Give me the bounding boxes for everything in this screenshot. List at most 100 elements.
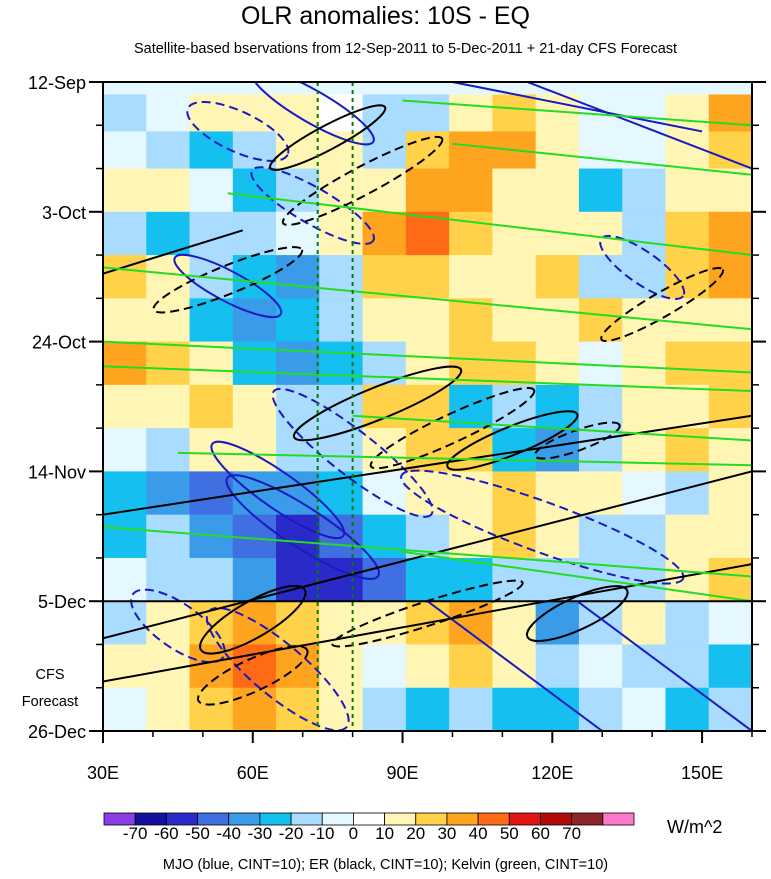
heat-cell	[276, 298, 320, 343]
heat-cell	[492, 687, 537, 731]
contour-footnote: MJO (blue, CINT=10); ER (black, CINT=10)…	[162, 857, 609, 873]
heat-cell	[665, 514, 710, 559]
heat-cell	[578, 428, 623, 472]
kelvin-contour	[452, 142, 752, 176]
heat-cell	[146, 298, 191, 343]
kelvin-contour	[103, 365, 752, 393]
colorbar-label: 60	[531, 824, 550, 843]
heat-cell	[492, 255, 537, 299]
heat-cell	[578, 168, 623, 213]
heat-cell	[492, 341, 537, 386]
heat-cell	[232, 131, 277, 170]
heat-cell	[362, 687, 407, 731]
heat-cell	[708, 687, 752, 731]
er-contour	[103, 414, 752, 516]
heat-cell	[103, 168, 147, 213]
mjo-contour	[130, 588, 226, 664]
x-tick-label: 150E	[681, 763, 723, 783]
heat-cell	[146, 428, 191, 472]
heat-cell	[232, 255, 277, 299]
er-contour	[525, 585, 629, 642]
heat-cell	[665, 601, 710, 645]
heat-cell	[622, 384, 666, 429]
plot-frame	[102, 81, 753, 732]
heat-cell	[103, 211, 147, 256]
heat-cell	[578, 687, 623, 731]
colorbar-label: 40	[469, 824, 488, 843]
x-tick-label: 120E	[531, 763, 573, 783]
heat-cell	[276, 384, 320, 429]
heat-cell	[622, 471, 666, 516]
heat-cell	[708, 471, 752, 516]
heat-cell	[189, 298, 234, 343]
heat-cell	[708, 644, 752, 689]
heat-cell	[232, 168, 277, 213]
colorbar-label: 30	[437, 824, 456, 843]
heat-cell	[276, 168, 320, 213]
mjo-contour	[271, 387, 434, 518]
er-contour	[199, 584, 307, 655]
heat-cell	[622, 168, 666, 213]
kelvin-contour	[352, 414, 752, 442]
heat-cell	[189, 211, 234, 256]
heat-cell	[578, 131, 623, 170]
mjo-contour	[526, 82, 752, 170]
heat-cell	[189, 687, 234, 731]
heat-cell	[103, 428, 147, 472]
heat-cell	[146, 94, 191, 132]
heat-cell	[189, 601, 234, 645]
heat-cell	[492, 168, 537, 213]
kelvin-contour	[103, 526, 752, 578]
heat-cell	[449, 644, 493, 689]
heat-cell	[405, 298, 450, 343]
heat-cell	[232, 601, 277, 645]
heat-cell	[665, 384, 710, 429]
heat-cell	[189, 168, 234, 213]
heat-cell	[189, 384, 234, 429]
heat-cell	[708, 211, 752, 256]
heat-cell	[449, 557, 493, 602]
er-contour	[152, 246, 304, 314]
heat-cell	[232, 557, 277, 602]
heat-cell	[578, 298, 623, 343]
mjo-contour	[210, 440, 346, 540]
heat-cell	[578, 341, 623, 386]
chart-subtitle: Satellite-based bservations from 12-Sep-…	[133, 41, 678, 57]
heat-cell	[146, 255, 191, 299]
colorbar-label: 50	[500, 824, 519, 843]
heat-cell	[405, 168, 450, 213]
heat-cell	[449, 255, 493, 299]
heat-cell	[146, 557, 191, 602]
y-tick-label: 3-Oct	[42, 203, 86, 223]
colorbar-label: -40	[216, 824, 241, 843]
heat-cell	[708, 255, 752, 299]
heat-cell	[103, 644, 147, 689]
heat-cell	[362, 601, 407, 645]
heat-cell	[449, 131, 493, 170]
colorbar-label: -60	[154, 824, 179, 843]
heat-cell	[708, 94, 752, 132]
heat-cell	[103, 341, 147, 386]
heat-cell	[362, 211, 407, 256]
heat-cell	[146, 601, 191, 645]
heat-cell	[708, 601, 752, 645]
wave-contour-layer	[103, 82, 752, 731]
er-contour	[331, 579, 524, 648]
heatmap-layer	[103, 82, 752, 731]
heat-cell	[103, 601, 147, 645]
heat-cell	[535, 255, 580, 299]
mjo-contour	[426, 600, 603, 731]
colorbar-label: -70	[123, 824, 148, 843]
heat-cell	[232, 384, 277, 429]
heat-cell	[405, 644, 450, 689]
heat-cell	[622, 557, 666, 602]
colorbar-label: -10	[310, 824, 335, 843]
heat-cell	[276, 255, 320, 299]
heat-cell	[492, 471, 537, 516]
x-tick-label: 60E	[237, 763, 269, 783]
y-tick-label: 12-Sep	[28, 73, 86, 93]
heat-cell	[492, 211, 537, 256]
heat-cell	[405, 131, 450, 170]
heat-cell	[449, 168, 493, 213]
heat-cell	[708, 131, 752, 170]
